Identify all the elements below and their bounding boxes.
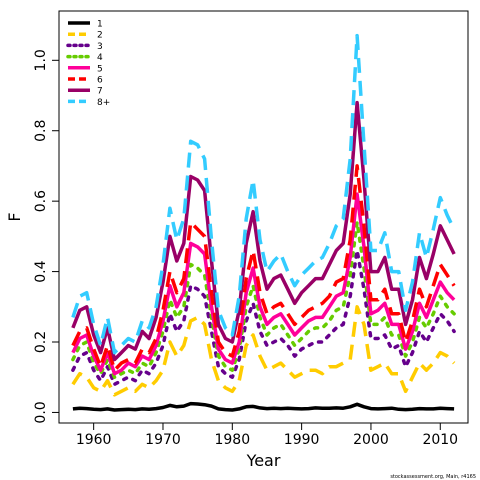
y-tick-label: 0.2 xyxy=(33,331,49,353)
legend-label-4: 4 xyxy=(97,53,103,63)
y-tick-label: 0.6 xyxy=(33,190,49,212)
y-tick-label: 0.0 xyxy=(33,401,49,423)
series-line-6 xyxy=(71,164,456,372)
legend-label-8plus: 8+ xyxy=(97,98,110,108)
y-axis: 0.0 0.2 0.4 0.6 0.8 1.0 xyxy=(33,49,59,424)
legend-label-7: 7 xyxy=(97,87,103,97)
legend-label-1: 1 xyxy=(97,20,103,30)
legend-label-5: 5 xyxy=(97,64,103,74)
x-tick-label: 1970 xyxy=(145,432,181,448)
x-axis-label: Year xyxy=(246,451,281,470)
x-tick-label: 2000 xyxy=(353,432,389,448)
x-axis: 1960 1970 1980 1990 2000 2010 xyxy=(76,423,458,448)
series-layer xyxy=(71,33,456,412)
series-line-5 xyxy=(71,192,456,376)
series-line-1 xyxy=(72,401,455,412)
series-line-7 xyxy=(71,100,456,362)
series-line-2 xyxy=(71,305,456,397)
plot-frame xyxy=(58,10,469,424)
legend-label-3: 3 xyxy=(97,42,103,52)
legend-label-2: 2 xyxy=(97,31,103,41)
series-line-8plus xyxy=(71,33,456,355)
y-tick-label: 0.4 xyxy=(33,260,49,282)
footnote: stockassessment.org, Main, r4165 xyxy=(390,474,476,480)
series-line-4 xyxy=(71,220,456,379)
x-tick-label: 1980 xyxy=(214,432,250,448)
y-tick-label: 0.8 xyxy=(33,120,49,142)
legend-label-6: 6 xyxy=(97,76,103,86)
y-tick-label: 1.0 xyxy=(33,49,49,71)
x-tick-label: 2010 xyxy=(422,432,458,448)
y-axis-label: F xyxy=(5,212,24,221)
x-tick-label: 1990 xyxy=(284,432,320,448)
x-tick-label: 1960 xyxy=(76,432,112,448)
series-line-3 xyxy=(71,248,456,387)
